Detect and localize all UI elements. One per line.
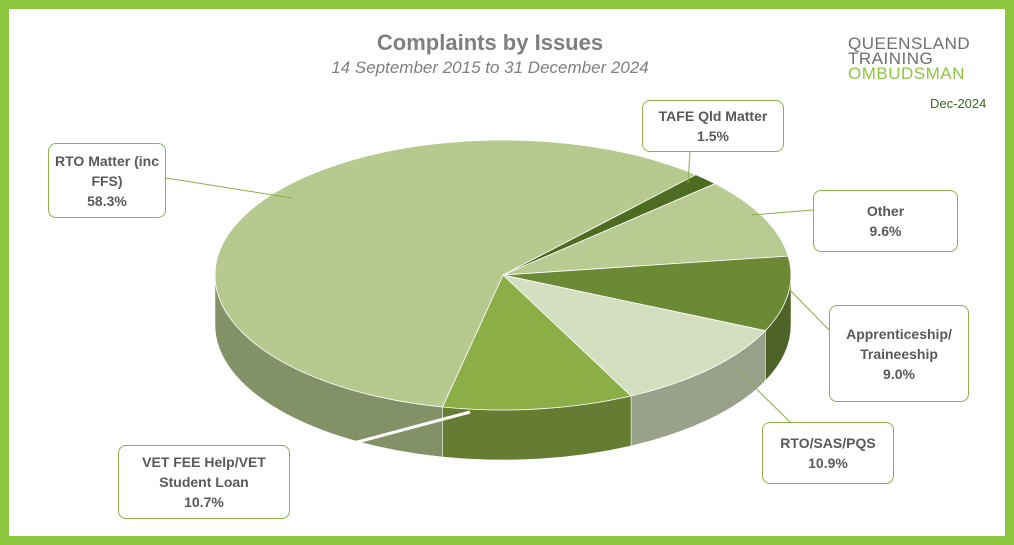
slice bbox=[502, 183, 789, 276]
label-value: 1.5% bbox=[697, 128, 729, 144]
slice bbox=[214, 139, 697, 408]
data-label: RTO/SAS/PQS 10.9% bbox=[762, 422, 894, 484]
label-category: RTO/SAS/PQS bbox=[780, 435, 876, 451]
label-value: 58.3% bbox=[87, 192, 127, 209]
logo-line: QUEENSLAND bbox=[848, 34, 971, 53]
label-category: TAFE Qld Matter bbox=[658, 108, 768, 124]
leader-line bbox=[165, 177, 293, 199]
data-label: Apprenticeship/ Traineeship 9.0% bbox=[829, 305, 969, 402]
label-value: 10.7% bbox=[184, 494, 224, 510]
slice bbox=[502, 255, 792, 332]
logo-line: OMBUDSMAN bbox=[848, 64, 965, 83]
label-category: VET FEE Help/VET Student Loan bbox=[142, 454, 266, 490]
leader-line bbox=[734, 367, 791, 423]
leader-line bbox=[789, 289, 830, 331]
logo-date: Dec-2024 bbox=[930, 96, 987, 111]
label-category: RTO Matter (inc FFS) bbox=[55, 152, 159, 189]
label-value: 9.6% bbox=[869, 223, 902, 239]
leader-line bbox=[687, 151, 691, 184]
data-label: VET FEE Help/VET Student Loan 10.7% bbox=[118, 445, 290, 519]
label-category: Apprenticeship/ Traineeship bbox=[846, 325, 952, 362]
label-category: Other bbox=[866, 203, 905, 219]
chart-title: Complaints by Issues bbox=[376, 30, 604, 55]
data-label: Other 9.6% bbox=[813, 190, 958, 252]
label-value: 9.0% bbox=[883, 365, 915, 382]
data-label: TAFE Qld Matter 1.5% bbox=[642, 100, 784, 152]
leader-line bbox=[751, 209, 814, 216]
data-label: RTO Matter (inc FFS) 58.3% bbox=[48, 143, 166, 218]
slice bbox=[501, 274, 767, 397]
chart-subtitle: 14 September 2015 to 31 December 2024 bbox=[331, 58, 649, 77]
leader-line bbox=[289, 410, 471, 462]
label-value: 10.9% bbox=[808, 455, 848, 471]
logo-line: TRAINING bbox=[848, 49, 934, 68]
slice bbox=[441, 274, 632, 411]
